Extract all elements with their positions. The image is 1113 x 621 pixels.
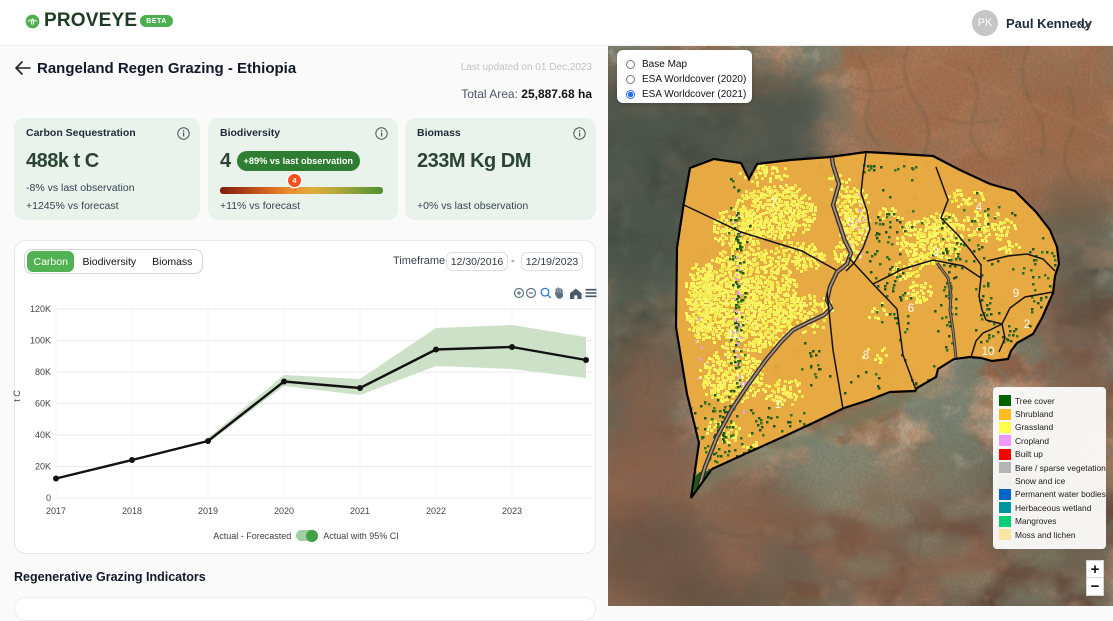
svg-text:2021: 2021 xyxy=(350,506,370,516)
svg-text:1: 1 xyxy=(775,399,781,411)
svg-text:5: 5 xyxy=(848,217,854,229)
svg-text:2: 2 xyxy=(1024,319,1030,331)
svg-text:2019: 2019 xyxy=(198,506,218,516)
svg-text:2017: 2017 xyxy=(46,506,66,516)
svg-text:2023: 2023 xyxy=(502,506,522,516)
svg-text:60K: 60K xyxy=(35,399,51,409)
svg-text:8: 8 xyxy=(863,350,869,362)
svg-text:11: 11 xyxy=(727,329,739,341)
svg-text:7: 7 xyxy=(771,198,777,210)
svg-text:80K: 80K xyxy=(35,367,51,377)
svg-text:20K: 20K xyxy=(35,462,51,472)
svg-text:0: 0 xyxy=(46,493,51,503)
svg-text:2018: 2018 xyxy=(122,506,142,516)
svg-text:40K: 40K xyxy=(35,430,51,440)
svg-text:6: 6 xyxy=(908,303,914,315)
svg-text:120K: 120K xyxy=(30,304,51,314)
svg-text:9: 9 xyxy=(1013,288,1019,300)
svg-text:2022: 2022 xyxy=(426,506,446,516)
svg-text:2020: 2020 xyxy=(274,506,294,516)
svg-text:10: 10 xyxy=(982,346,995,358)
svg-text:3: 3 xyxy=(933,247,939,259)
svg-text:100K: 100K xyxy=(30,336,51,346)
svg-text:4: 4 xyxy=(976,202,983,214)
